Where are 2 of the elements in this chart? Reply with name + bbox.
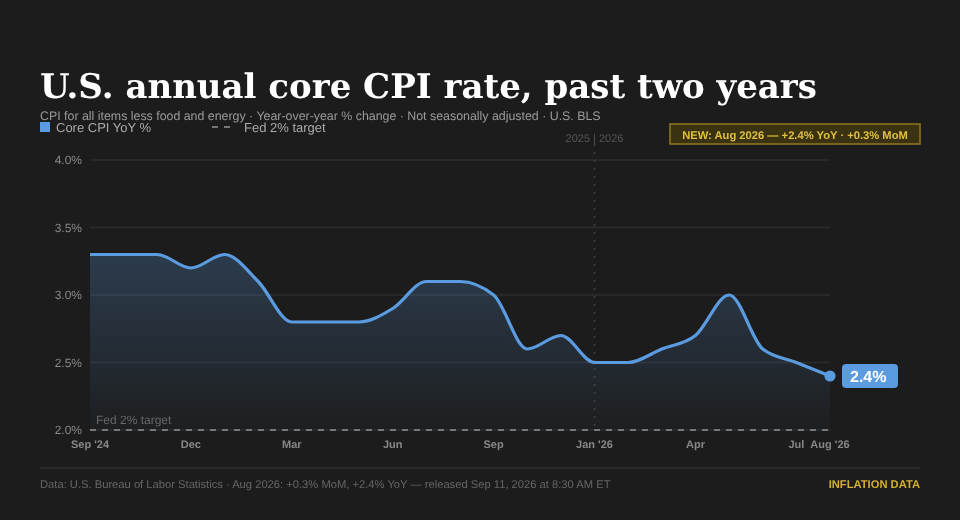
data-label: 2.4%: [850, 368, 887, 386]
chart-title: U.S. annual core CPI rate, past two years: [40, 68, 817, 108]
